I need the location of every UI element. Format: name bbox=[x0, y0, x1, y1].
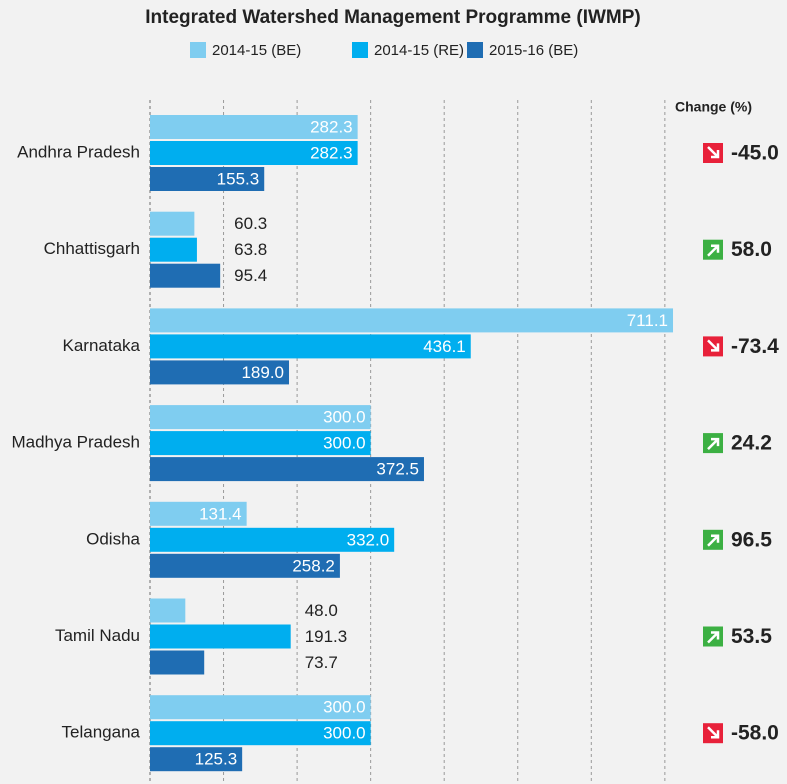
data-label: 258.2 bbox=[292, 556, 335, 575]
chart-title: Integrated Watershed Management Programm… bbox=[145, 7, 640, 28]
bar bbox=[150, 405, 371, 430]
change-arrow bbox=[707, 339, 720, 352]
category-label: Andhra Pradesh bbox=[17, 142, 140, 161]
bar bbox=[150, 650, 205, 675]
bar bbox=[150, 747, 243, 772]
change-title: Change (%) bbox=[675, 99, 752, 115]
change-arrow bbox=[707, 244, 720, 257]
change-label: 53.5 bbox=[731, 625, 772, 648]
bar bbox=[150, 308, 674, 333]
data-label: 131.4 bbox=[199, 504, 242, 523]
category-label: Odisha bbox=[86, 529, 140, 548]
bar bbox=[150, 527, 395, 552]
category-label: Tamil Nadu bbox=[55, 626, 140, 645]
change-label: 24.2 bbox=[731, 432, 772, 455]
category-label: Telangana bbox=[62, 723, 141, 742]
bar bbox=[150, 263, 221, 288]
bar bbox=[150, 115, 358, 139]
change-label: 58.0 bbox=[731, 238, 772, 261]
data-label: 711.1 bbox=[627, 311, 668, 330]
change-label: -45.0 bbox=[731, 142, 779, 165]
change-arrow bbox=[707, 631, 720, 644]
data-label: 300.0 bbox=[323, 698, 366, 717]
bar bbox=[150, 360, 290, 385]
legend-swatch bbox=[190, 42, 206, 58]
bar bbox=[150, 167, 265, 191]
bar bbox=[150, 598, 186, 623]
bar bbox=[150, 721, 371, 746]
bar bbox=[150, 431, 371, 456]
data-label: 372.5 bbox=[376, 460, 419, 479]
category-label: Chhattisgarh bbox=[44, 239, 140, 258]
data-label: 191.3 bbox=[305, 627, 348, 646]
bar bbox=[150, 237, 197, 262]
bar bbox=[150, 553, 340, 578]
data-label: 300.0 bbox=[323, 434, 366, 453]
change-arrow bbox=[707, 726, 720, 739]
legend-swatch bbox=[467, 42, 483, 58]
legend-label: 2014-15 (RE) bbox=[374, 42, 464, 59]
bar bbox=[150, 211, 195, 236]
change-arrow bbox=[707, 146, 720, 159]
change-arrow bbox=[707, 437, 720, 450]
data-label: 73.7 bbox=[305, 653, 338, 672]
change-arrow bbox=[707, 534, 720, 547]
category-label: Karnataka bbox=[63, 336, 141, 355]
change-label: 96.5 bbox=[731, 528, 772, 551]
bar bbox=[150, 457, 424, 482]
data-label: 60.3 bbox=[234, 214, 267, 233]
data-label: 63.8 bbox=[234, 240, 267, 259]
data-label: 282.3 bbox=[310, 117, 353, 136]
data-label: 300.0 bbox=[323, 724, 366, 743]
data-label: 155.3 bbox=[217, 169, 260, 188]
data-label: 125.3 bbox=[195, 750, 238, 769]
data-label: 48.0 bbox=[305, 601, 338, 620]
data-label: 300.0 bbox=[323, 408, 366, 427]
bar bbox=[150, 501, 247, 526]
legend-label: 2014-15 (BE) bbox=[212, 42, 301, 59]
change-label: -73.4 bbox=[731, 335, 779, 358]
bar bbox=[150, 624, 291, 649]
legend-label: 2015-16 (BE) bbox=[489, 42, 578, 59]
bar bbox=[150, 141, 358, 165]
change-label: -58.0 bbox=[731, 722, 779, 745]
data-label: 282.3 bbox=[310, 143, 353, 162]
data-label: 332.0 bbox=[347, 530, 390, 549]
data-label: 189.0 bbox=[241, 363, 284, 382]
category-label: Madhya Pradesh bbox=[11, 433, 140, 452]
data-label: 95.4 bbox=[234, 266, 267, 285]
bar bbox=[150, 334, 471, 359]
bar bbox=[150, 695, 371, 720]
data-label: 436.1 bbox=[423, 337, 466, 356]
legend-swatch bbox=[352, 42, 368, 58]
